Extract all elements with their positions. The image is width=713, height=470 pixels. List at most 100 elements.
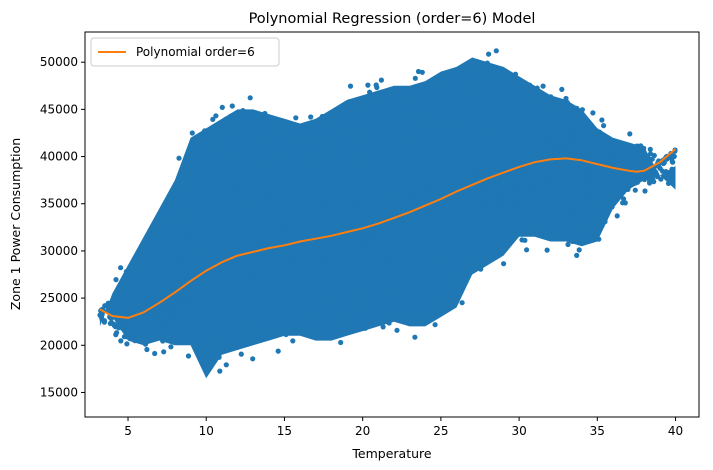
scatter-point: [196, 301, 202, 307]
scatter-point: [496, 133, 502, 139]
scatter-point: [120, 320, 126, 326]
scatter-point: [240, 108, 246, 114]
scatter-point: [538, 166, 544, 172]
scatter-point: [455, 210, 461, 216]
scatter-point: [395, 206, 402, 212]
scatter-point: [594, 167, 600, 173]
scatter-point: [424, 91, 430, 97]
scatter-point: [520, 137, 526, 143]
scatter-point: [246, 256, 252, 263]
scatter-point: [185, 234, 191, 240]
scatter-point: [442, 214, 448, 220]
scatter-point: [338, 228, 344, 234]
scatter-point: [576, 247, 582, 253]
scatter-point: [599, 177, 605, 183]
scatter-point: [398, 228, 404, 234]
scatter-point: [275, 288, 281, 294]
scatter-point: [461, 245, 467, 251]
scatter-point: [151, 265, 157, 271]
scatter-point: [486, 51, 492, 57]
scatter-point: [276, 256, 282, 262]
scatter-point: [402, 239, 408, 245]
scatter-point: [536, 112, 543, 118]
scatter-point: [340, 117, 346, 123]
scatter-point: [464, 193, 470, 199]
scatter-point: [568, 210, 574, 216]
scatter-point: [224, 307, 230, 313]
scatter-point: [173, 197, 179, 203]
scatter-point: [168, 276, 174, 282]
scatter-point: [296, 223, 302, 229]
scatter-point: [134, 303, 140, 309]
scatter-point: [547, 174, 553, 180]
scatter-point: [422, 95, 428, 101]
scatter-point: [232, 295, 238, 301]
scatter-point: [426, 204, 432, 210]
scatter-point: [184, 330, 191, 336]
scatter-point: [195, 203, 201, 209]
scatter-point: [198, 334, 204, 340]
scatter-point: [415, 153, 422, 159]
scatter-point: [98, 314, 105, 320]
scatter-point: [423, 255, 429, 261]
scatter-point: [262, 219, 268, 225]
scatter-point: [495, 121, 501, 128]
scatter-point: [346, 272, 352, 278]
scatter-point: [552, 211, 558, 217]
scatter-point: [261, 213, 267, 219]
scatter-point: [607, 174, 613, 180]
scatter-point: [338, 159, 344, 165]
scatter-point: [403, 269, 409, 275]
scatter-point: [551, 138, 557, 144]
scatter-point: [334, 267, 340, 273]
scatter-point: [259, 291, 265, 297]
scatter-point: [602, 219, 608, 225]
scatter-point: [301, 217, 307, 223]
scatter-point: [238, 351, 244, 357]
scatter-point: [522, 88, 528, 94]
scatter-point: [477, 171, 483, 177]
scatter-point: [349, 174, 356, 180]
scatter-point: [497, 223, 504, 229]
scatter-point: [417, 130, 423, 136]
scatter-point: [435, 95, 441, 101]
scatter-point: [160, 268, 166, 274]
scatter-point: [518, 183, 525, 189]
scatter-point: [417, 144, 424, 150]
scatter-point: [171, 334, 177, 340]
scatter-point: [193, 245, 199, 251]
scatter-point: [475, 92, 481, 99]
scatter-point: [412, 75, 418, 81]
scatter-point: [203, 290, 209, 296]
x-tick-label: 25: [433, 424, 448, 438]
x-tick-label: 15: [277, 424, 292, 438]
scatter-point: [319, 113, 325, 120]
scatter-point: [246, 151, 252, 157]
scatter-point: [512, 108, 518, 114]
scatter-point: [493, 86, 500, 92]
scatter-point: [311, 254, 317, 260]
scatter-point: [488, 168, 494, 174]
scatter-point: [176, 261, 182, 267]
scatter-point: [358, 172, 364, 179]
scatter-point: [432, 225, 438, 231]
scatter-point: [531, 219, 537, 225]
scatter-point: [276, 298, 282, 304]
scatter-point: [374, 281, 380, 287]
scatter-point: [208, 256, 214, 263]
scatter-point: [279, 267, 285, 273]
scatter-point: [458, 115, 464, 121]
scatter-point: [511, 179, 517, 185]
scatter-point: [299, 130, 305, 136]
scatter-point: [469, 154, 475, 160]
scatter-point: [183, 286, 189, 292]
scatter-point: [294, 212, 300, 218]
scatter-point: [461, 227, 467, 233]
scatter-point: [368, 227, 374, 233]
scatter-point: [147, 278, 153, 284]
scatter-point: [433, 281, 439, 287]
scatter-point: [256, 195, 262, 201]
scatter-point: [499, 186, 505, 192]
scatter-point: [483, 88, 489, 94]
scatter-point: [300, 232, 306, 238]
